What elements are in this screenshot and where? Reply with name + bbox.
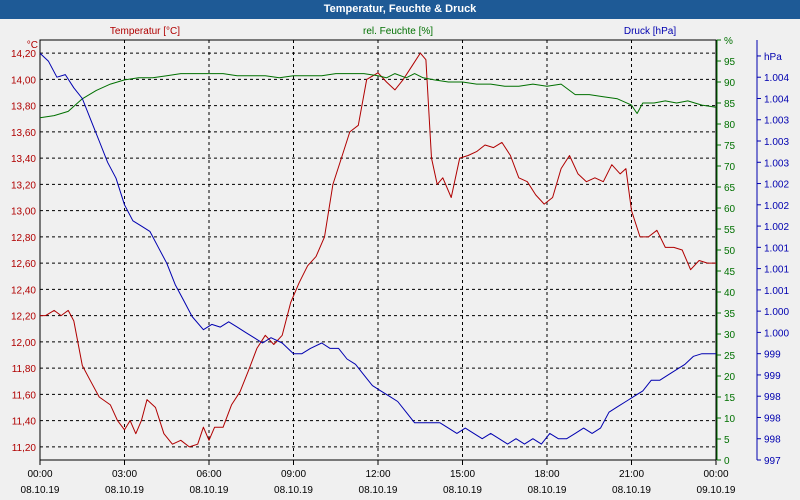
grid: [39, 40, 717, 460]
humidity-tick-label: 30: [724, 330, 736, 341]
pressure-tick-label: 1.001: [764, 243, 789, 254]
pressure-tick-label: 1.001: [764, 265, 789, 276]
humidity-tick-label: 65: [724, 183, 736, 194]
date-tick-label: 08.10.19: [190, 485, 229, 496]
time-tick-label: 03:00: [112, 469, 137, 480]
temperature-tick-label: 13,20: [11, 180, 36, 191]
legend-pressure: Druck [hPa]: [624, 26, 676, 37]
humidity-tick-label: 25: [724, 351, 736, 362]
temperature-tick-label: 13,40: [11, 154, 36, 165]
humidity-tick-label: %: [724, 36, 733, 47]
temperature-tick-label: 14,00: [11, 75, 36, 86]
humidity-tick-label: 0: [724, 456, 730, 467]
temperature-tick-label: 13,60: [11, 128, 36, 139]
humidity-tick-label: 55: [724, 225, 736, 236]
legend-humidity: rel. Feuchte [%]: [363, 26, 433, 37]
pressure-tick-label: 1.002: [764, 180, 789, 191]
temperature-tick-label: 11,60: [12, 390, 37, 401]
humidity-tick-label: 35: [724, 309, 736, 320]
humidity-tick-label: 50: [724, 246, 736, 257]
temperature-tick-label: 11,40: [12, 417, 37, 428]
temperature-tick-label: 12,20: [11, 312, 36, 323]
humidity-tick-label: 5: [724, 435, 730, 446]
pressure-tick-label: 1.004: [764, 94, 789, 105]
humidity-tick-label: 80: [724, 120, 736, 131]
axis-pressure: 997 998 998 998 999 999 1.000 1.000 1.001 1.001 1.…: [756, 40, 789, 467]
pressure-tick-label: 1.002: [764, 201, 789, 212]
pressure-tick-label: 1.000: [764, 307, 789, 318]
time-tick-label: 00:00: [703, 469, 728, 480]
window-title: Temperatur, Feuchte & Druck: [0, 0, 800, 19]
temperature-tick-label: 13,00: [11, 207, 36, 218]
temperature-tick-label: 12,00: [11, 338, 36, 349]
date-tick-label: 08.10.19: [105, 485, 144, 496]
temperature-tick-label: 12,60: [11, 259, 36, 270]
pressure-tick-label: hPa: [764, 52, 782, 63]
humidity-tick-label: 20: [724, 372, 736, 383]
time-tick-label: 00:00: [27, 469, 52, 480]
axis-humidity: 0 5 10 15 20 25 30 35 40 45 50 55 60 65 70 75 80 85 90 95%: [716, 36, 736, 467]
legend-temperature: Temperatur [°C]: [110, 26, 180, 37]
temperature-tick-label: 13,80: [11, 102, 36, 113]
date-tick-label: 08.10.19: [21, 485, 60, 496]
date-tick-label: 08.10.19: [528, 485, 567, 496]
temperature-tick-label: 14,20: [11, 49, 36, 60]
humidity-tick-label: 85: [724, 99, 736, 110]
time-tick-label: 09:00: [281, 469, 306, 480]
humidity-tick-label: 60: [724, 204, 736, 215]
humidity-tick-label: 15: [724, 393, 736, 404]
pressure-tick-label: 998: [764, 392, 781, 403]
time-tick-label: 06:00: [196, 469, 221, 480]
time-tick-label: 12:00: [365, 469, 390, 480]
date-tick-label: 09.10.19: [697, 485, 736, 496]
temperature-tick-label: 12,80: [11, 233, 36, 244]
humidity-tick-label: 75: [724, 141, 736, 152]
temperature-tick-label: 12,40: [11, 285, 36, 296]
pressure-tick-label: 1.004: [764, 73, 789, 84]
date-tick-label: 08.10.19: [359, 485, 398, 496]
temperature-unit-label: °C: [27, 40, 38, 51]
temperature-tick-label: 11,20: [12, 443, 37, 454]
pressure-tick-label: 1.003: [764, 137, 789, 148]
pressure-tick-label: 999: [764, 371, 781, 382]
humidity-series-line: [39, 73, 717, 119]
pressure-tick-label: 1.003: [764, 116, 789, 127]
legend: Temperatur [°C] rel. Feuchte [%] Druck […: [27, 26, 677, 51]
humidity-tick-label: 90: [724, 78, 736, 89]
series-layer: [39, 52, 717, 448]
date-tick-label: 08.10.19: [443, 485, 482, 496]
pressure-tick-label: 998: [764, 435, 781, 446]
temperature-series-line: [40, 52, 716, 448]
pressure-tick-label: 999: [764, 350, 781, 361]
time-tick-label: 21:00: [619, 469, 644, 480]
humidity-tick-label: 45: [724, 267, 736, 278]
pressure-tick-label: 1.001: [764, 286, 789, 297]
time-tick-label: 15:00: [450, 469, 475, 480]
time-tick-label: 18:00: [534, 469, 559, 480]
date-tick-label: 08.10.19: [612, 485, 651, 496]
pressure-tick-label: 1.003: [764, 158, 789, 169]
axis-time: 00:00 08.10.19 03:00 08.10.19 06:00 08.10.19 0…: [21, 460, 736, 496]
axis-temperature: 11,20 11,40 11,60 11,80 12,00 12,20 12,40 12,60…: [11, 49, 36, 454]
humidity-tick-label: 95: [724, 57, 736, 68]
date-tick-label: 08.10.19: [274, 485, 313, 496]
pressure-tick-label: 1.000: [764, 328, 789, 339]
humidity-tick-label: 40: [724, 288, 736, 299]
pressure-tick-label: 997: [764, 456, 781, 467]
humidity-tick-label: 70: [724, 162, 736, 173]
temperature-tick-label: 11,80: [12, 364, 37, 375]
pressure-series-line: [39, 52, 716, 445]
pressure-tick-label: 998: [764, 413, 781, 424]
pressure-tick-label: 1.002: [764, 222, 789, 233]
humidity-tick-label: 10: [724, 414, 736, 425]
